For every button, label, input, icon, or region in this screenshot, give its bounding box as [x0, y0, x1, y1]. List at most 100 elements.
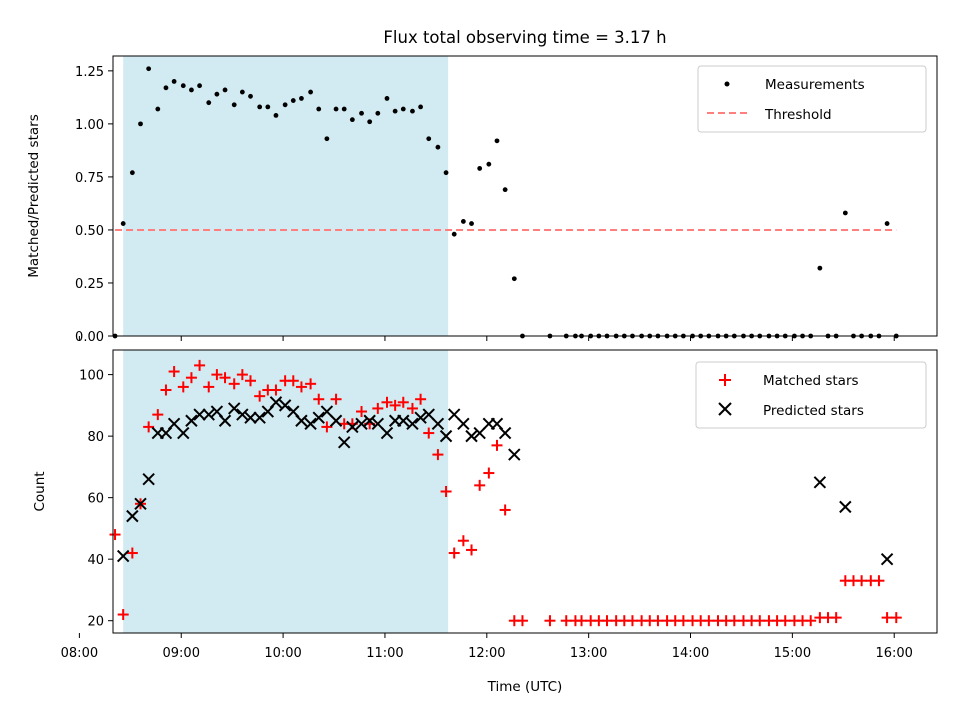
matched-star-point — [457, 535, 469, 547]
matched-star-point — [321, 421, 333, 433]
measurement-point — [333, 106, 339, 112]
matched-star-point — [160, 384, 172, 396]
predicted-star-point — [813, 476, 827, 489]
matched-star-point — [126, 547, 138, 559]
predicted-star-point — [457, 417, 470, 431]
matched-star-point — [483, 467, 495, 479]
predicted-star-point — [227, 402, 241, 415]
predicted-star-point — [312, 411, 325, 424]
predicted-star-point — [473, 426, 486, 440]
top-y-tick-label: 0.25 — [75, 277, 104, 292]
predicted-star-point — [329, 414, 343, 427]
matched-star-point — [448, 547, 460, 559]
predicted-star-point — [134, 497, 147, 511]
top-y-axis-label: Matched/Predicted stars — [26, 114, 42, 277]
predicted-star-point — [498, 426, 512, 440]
matched-star-point — [330, 393, 342, 405]
matched-star-point — [856, 575, 868, 587]
bottom-x-tick-label: 08:00 — [61, 646, 98, 661]
predicted-star-point — [414, 411, 427, 424]
bottom-x-tick-label: 11:00 — [366, 646, 403, 661]
matched-star-point — [177, 381, 189, 393]
predicted-star-point — [236, 408, 249, 421]
measurement-point — [400, 106, 406, 112]
matched-star-point — [728, 615, 740, 627]
top-axes-frame — [112, 55, 938, 337]
matched-star-point — [873, 575, 885, 587]
top-y-ticks: 0.00 0.25 0.50 0.75 1.00 1.25 — [75, 65, 113, 345]
bottom-y-tick-label: 20 — [87, 615, 104, 630]
matched-star-point — [313, 393, 325, 405]
measurement-point — [248, 93, 253, 99]
measurement-point — [502, 187, 508, 193]
bottom-y-tick-label: 80 — [87, 430, 104, 445]
legend-threshold-label: Threshold — [764, 107, 832, 123]
predicted-star-point — [355, 417, 368, 431]
measurement-point — [231, 102, 237, 108]
predicted-star-point — [839, 500, 852, 514]
matched-star-point — [779, 615, 791, 627]
matched-star-point — [415, 393, 427, 405]
matched-star-point — [194, 359, 206, 371]
top-y-tick-label: 0.75 — [75, 171, 104, 186]
top-legend-box — [697, 65, 927, 133]
matched-star-point — [356, 406, 368, 418]
measurement-point — [146, 66, 152, 72]
bottom-x-tick-label: 09:00 — [163, 646, 200, 661]
predicted-star-point — [202, 408, 215, 421]
matched-star-point — [152, 409, 164, 421]
predicted-star-point — [185, 414, 198, 427]
legend-measurements-marker — [724, 81, 730, 87]
measurement-point — [494, 138, 500, 144]
measurement-point — [418, 104, 423, 110]
bottom-predicted-points — [116, 396, 894, 566]
measurement-point — [290, 98, 296, 103]
predicted-star-point — [244, 411, 257, 424]
bottom-x-axis-label: Time (UTC) — [487, 679, 563, 695]
legend-measurements-label: Measurements — [765, 77, 865, 93]
measurement-point — [129, 170, 135, 176]
measurement-point — [375, 110, 381, 116]
matched-star-point — [423, 427, 435, 439]
predicted-star-point — [380, 426, 394, 440]
bottom-y-axis-label: Count — [32, 471, 48, 511]
matched-star-point — [270, 384, 282, 396]
bottom-x-tick-label: 15:00 — [774, 646, 811, 661]
measurement-point — [359, 110, 364, 116]
top-y-tick-label: 1.00 — [75, 118, 104, 133]
measurement-point — [349, 117, 355, 123]
matched-star-point — [499, 504, 511, 516]
matched-star-point — [677, 615, 689, 627]
matched-star-point — [185, 372, 197, 384]
measurement-point — [884, 221, 890, 226]
predicted-star-point — [218, 414, 232, 427]
measurement-point — [239, 89, 245, 95]
matched-star-point — [544, 615, 556, 627]
matched-star-point — [890, 612, 902, 624]
matched-star-point — [109, 529, 121, 541]
measurement-point — [469, 221, 474, 226]
legend-predicted-marker — [718, 402, 732, 416]
legend-predicted-label: Predicted stars — [763, 403, 864, 419]
top-y-tick-label: 0.50 — [75, 224, 104, 239]
measurement-point — [451, 231, 457, 237]
predicted-star-point — [278, 399, 292, 412]
predicted-star-point — [338, 436, 351, 449]
measurement-point — [197, 83, 202, 89]
predicted-star-point — [508, 448, 521, 461]
matched-star-point — [703, 615, 715, 627]
matched-star-point — [432, 449, 444, 461]
measurement-point — [171, 79, 177, 84]
matched-star-point — [516, 615, 528, 627]
bottom-y-tick-label: 60 — [87, 492, 104, 507]
measurement-point — [299, 96, 304, 101]
measurement-point — [138, 121, 143, 127]
legend-matched-label: Matched stars — [763, 373, 859, 389]
matched-star-point — [626, 615, 638, 627]
matched-star-point — [211, 369, 223, 381]
bottom-observing-window — [123, 350, 449, 633]
predicted-star-point — [422, 408, 435, 421]
matched-star-point — [576, 615, 588, 627]
predicted-star-point — [177, 426, 190, 440]
